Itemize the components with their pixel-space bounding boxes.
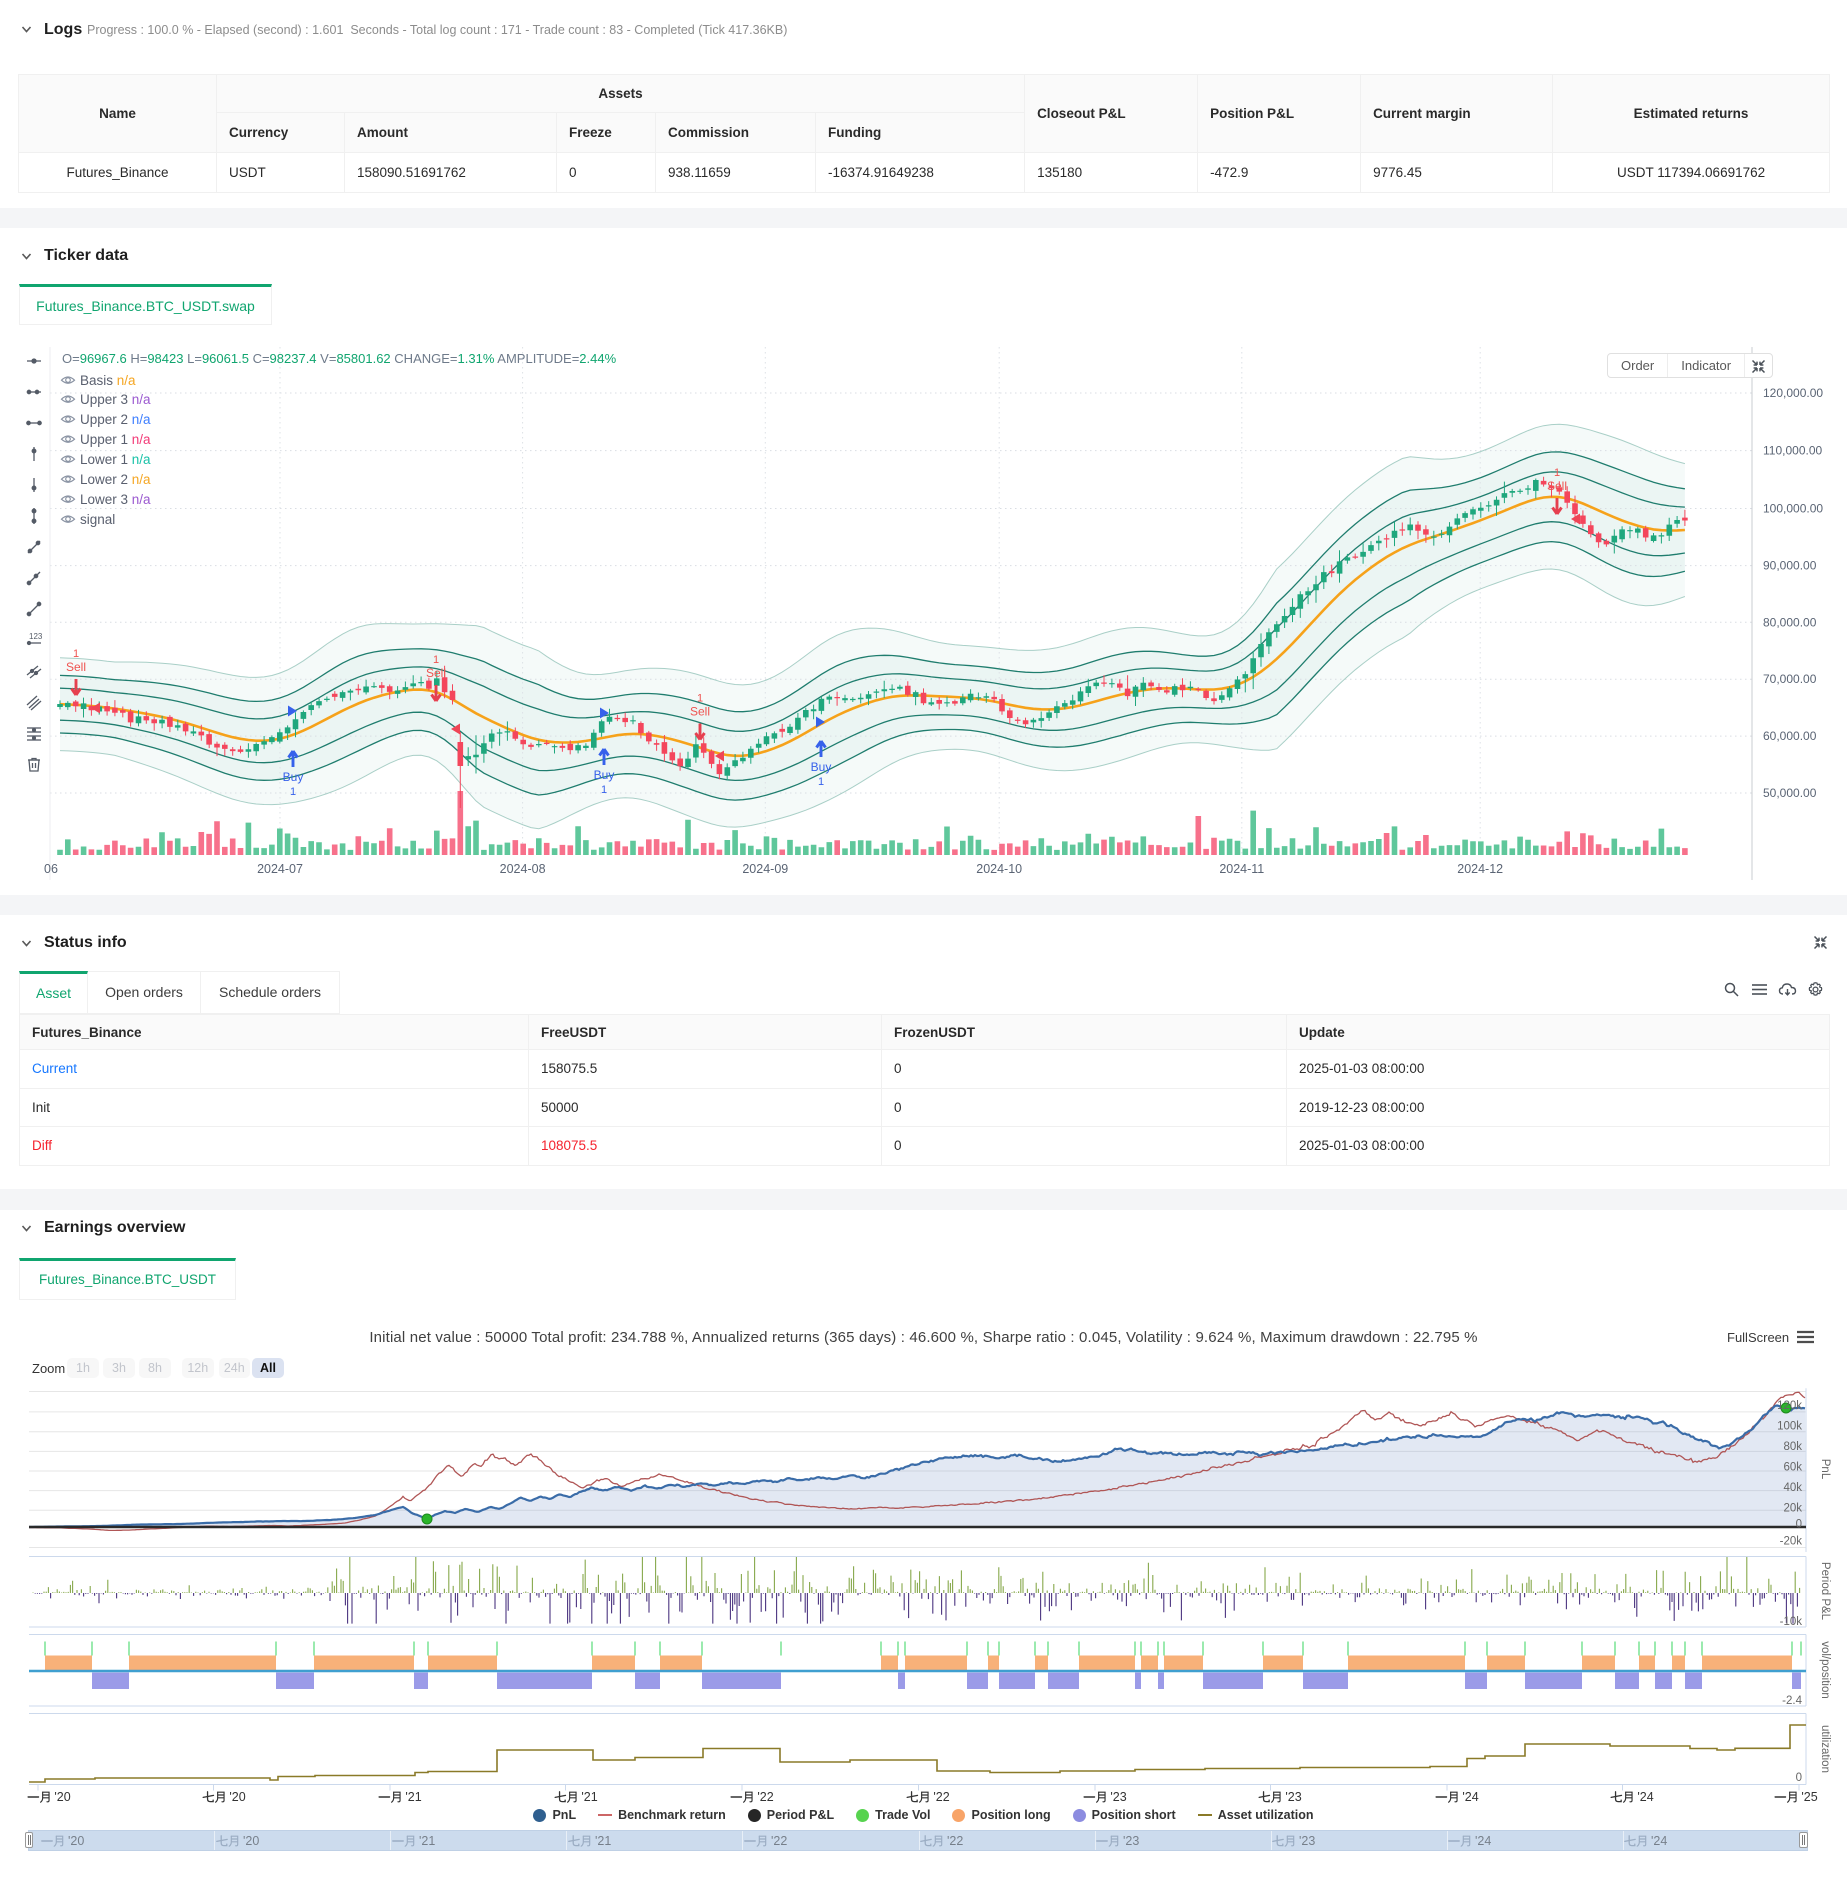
svg-text:90,000.00: 90,000.00 <box>1763 559 1817 573</box>
svg-text:100,000.00: 100,000.00 <box>1763 502 1823 516</box>
svg-text:PnL: PnL <box>1819 1459 1831 1480</box>
svg-text:vol/position: vol/position <box>1819 1641 1831 1699</box>
svg-text:Sell: Sell <box>426 666 446 680</box>
svg-text:1: 1 <box>433 654 439 666</box>
svg-text:1: 1 <box>697 693 703 705</box>
svg-text:Sell: Sell <box>1547 479 1567 493</box>
svg-text:Buy: Buy <box>283 770 304 784</box>
svg-text:Period P&L: Period P&L <box>1819 1562 1831 1621</box>
svg-text:-20k: -20k <box>1780 1536 1803 1548</box>
svg-text:1: 1 <box>73 648 79 660</box>
svg-text:2024-09: 2024-09 <box>742 862 788 876</box>
svg-text:20k: 20k <box>1783 1503 1802 1515</box>
svg-text:60,000.00: 60,000.00 <box>1763 729 1817 743</box>
svg-text:40k: 40k <box>1783 1482 1802 1494</box>
svg-text:80,000.00: 80,000.00 <box>1763 615 1817 629</box>
svg-text:utilization: utilization <box>1819 1725 1831 1773</box>
svg-text:50,000.00: 50,000.00 <box>1763 786 1817 800</box>
svg-text:-10k: -10k <box>1780 1616 1803 1628</box>
svg-text:2024-10: 2024-10 <box>976 862 1022 876</box>
svg-text:Buy: Buy <box>811 760 832 774</box>
svg-text:0: 0 <box>1796 1519 1802 1531</box>
svg-text:70,000.00: 70,000.00 <box>1763 672 1817 686</box>
svg-text:1: 1 <box>601 784 607 796</box>
svg-text:110,000.00: 110,000.00 <box>1763 444 1822 458</box>
svg-text:2024-07: 2024-07 <box>257 862 303 876</box>
svg-text:80k: 80k <box>1783 1441 1802 1453</box>
svg-text:100k: 100k <box>1777 1421 1802 1433</box>
svg-text:123: 123 <box>29 632 43 641</box>
svg-text:1: 1 <box>818 776 824 788</box>
svg-text:1: 1 <box>290 786 296 798</box>
svg-text:Buy: Buy <box>594 768 615 782</box>
svg-text:2024-12: 2024-12 <box>1457 862 1503 876</box>
svg-text:120,000.00: 120,000.00 <box>1763 386 1823 400</box>
svg-text:06: 06 <box>44 862 58 876</box>
svg-text:Sell: Sell <box>690 705 710 719</box>
svg-text:Sell: Sell <box>66 660 86 674</box>
svg-text:120k: 120k <box>1777 1400 1802 1412</box>
svg-text:60k: 60k <box>1783 1462 1802 1474</box>
svg-text:2024-08: 2024-08 <box>500 862 546 876</box>
svg-text:0: 0 <box>1796 1772 1802 1784</box>
svg-text:-2.4: -2.4 <box>1782 1695 1802 1707</box>
svg-text:2024-11: 2024-11 <box>1219 862 1264 876</box>
svg-text:1: 1 <box>1554 467 1560 479</box>
